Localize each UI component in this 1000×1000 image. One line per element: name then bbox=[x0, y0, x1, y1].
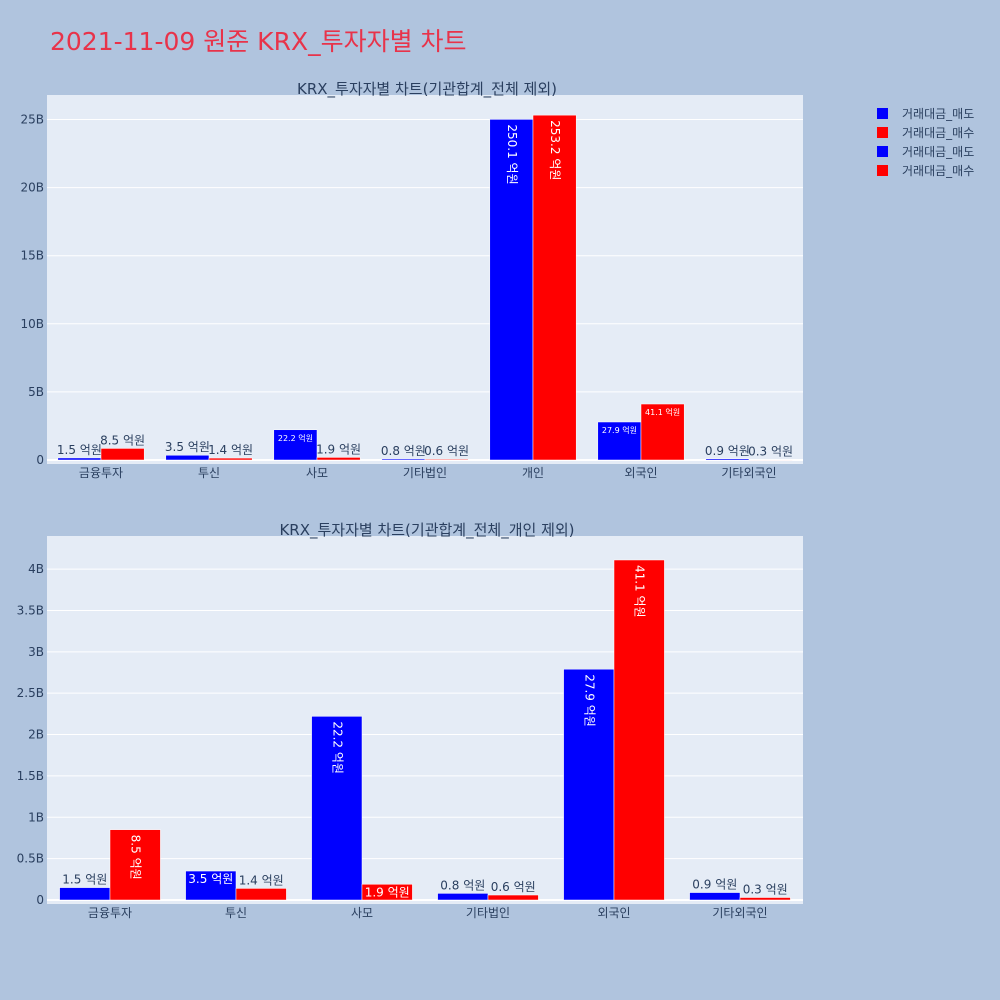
bar-data-label: 3.5 억원 bbox=[165, 440, 210, 454]
bar bbox=[487, 894, 539, 901]
bar-data-label: 0.8 억원 bbox=[381, 444, 426, 458]
chart-title: KRX_투자자별 차트(기관합계_전체 제외) bbox=[297, 80, 557, 99]
x-tick-label: 외국인 bbox=[624, 466, 657, 480]
y-tick-label: 10B bbox=[20, 317, 44, 331]
plot-background bbox=[47, 536, 803, 904]
chart-panel-2: 0 0.5B 1B 1.5B 2B 2.5B 3B 3.5B 4B KRX_투자자별 차트(기관합… bbox=[17, 521, 803, 920]
bar bbox=[748, 459, 793, 461]
bar bbox=[100, 448, 145, 461]
y-tick-label: 0 bbox=[36, 893, 44, 907]
chart-title: KRX_투자자별 차트(기관합계_전체_개인 제외) bbox=[279, 521, 574, 540]
bar bbox=[185, 870, 237, 901]
y-tick-label: 25B bbox=[20, 113, 44, 127]
bar-data-label: 0.3 억원 bbox=[748, 445, 793, 459]
bar bbox=[424, 458, 469, 461]
bar-data-label: 1.9 억원 bbox=[316, 442, 361, 456]
legend-swatch bbox=[877, 108, 888, 119]
bar-data-label: 1.4 억원 bbox=[208, 443, 253, 457]
bar-data-label: 27.9 억원 bbox=[602, 425, 637, 435]
y-tick-label: 0.5B bbox=[17, 852, 44, 866]
y-tick-label: 2.5B bbox=[17, 686, 44, 700]
bar bbox=[613, 559, 665, 901]
legend-label: 거래대금_매수 bbox=[902, 126, 974, 140]
legend-swatch bbox=[877, 146, 888, 157]
y-tick-label: 3B bbox=[28, 645, 44, 659]
bar bbox=[563, 668, 615, 901]
bar bbox=[316, 457, 361, 461]
legend-swatch bbox=[877, 127, 888, 138]
bar bbox=[437, 893, 489, 901]
x-tick-label: 기타법인 bbox=[403, 466, 447, 480]
bar bbox=[532, 114, 577, 461]
bar-data-label: 0.8 억원 bbox=[440, 878, 485, 892]
bar-data-label: 3.5 억원 bbox=[188, 872, 233, 886]
bar bbox=[640, 403, 685, 461]
y-tick-label: 1.5B bbox=[17, 769, 44, 783]
y-tick-label: 3.5B bbox=[17, 603, 44, 617]
bar bbox=[689, 892, 741, 901]
bar-data-label: 8.5 억원 bbox=[129, 835, 143, 880]
bar-data-label: 0.9 억원 bbox=[705, 444, 750, 458]
bar-data-label: 0.3 억원 bbox=[743, 883, 788, 897]
bar-data-label: 41.1 억원 bbox=[633, 565, 647, 618]
x-tick-label: 기타법인 bbox=[466, 906, 510, 920]
bar bbox=[739, 897, 791, 901]
bar-data-label: 1.5 억원 bbox=[57, 443, 102, 457]
plot-background bbox=[47, 95, 803, 464]
bar-data-label: 250.1 억원 bbox=[505, 124, 519, 184]
y-tick-label: 5B bbox=[28, 385, 44, 399]
x-tick-label: 개인 bbox=[522, 466, 544, 480]
bar bbox=[165, 454, 210, 461]
x-tick-label: 투신 bbox=[198, 466, 220, 480]
legend-label: 거래대금_매도 bbox=[902, 107, 974, 121]
y-tick-label: 20B bbox=[20, 181, 44, 195]
legend-label: 거래대금_매수 bbox=[902, 164, 974, 178]
bar bbox=[597, 421, 642, 461]
chart-panel-1: 0 5B 10B 15B 20B 25B KRX_투자자별 차트(기관합계_전체 제외) 금융… bbox=[20, 80, 803, 480]
bar-data-label: 0.6 억원 bbox=[424, 444, 469, 458]
bar bbox=[489, 119, 534, 461]
legend-swatch bbox=[877, 165, 888, 176]
x-tick-label: 투신 bbox=[225, 906, 247, 920]
bar-data-label: 1.4 억원 bbox=[239, 873, 284, 887]
bar-data-label: 22.2 억원 bbox=[330, 721, 344, 774]
bar bbox=[109, 829, 161, 901]
legend-label: 거래대금_매도 bbox=[902, 145, 974, 159]
y-tick-label: 4B bbox=[28, 562, 44, 576]
x-tick-label: 사모 bbox=[306, 466, 328, 480]
x-tick-label: 기타외국인 bbox=[712, 906, 767, 920]
y-tick-label: 0 bbox=[36, 453, 44, 467]
x-tick-label: 금융투자 bbox=[79, 466, 123, 480]
y-tick-label: 15B bbox=[20, 249, 44, 263]
bar-data-label: 41.1 억원 bbox=[645, 407, 680, 417]
y-tick-label: 2B bbox=[28, 728, 44, 742]
bar bbox=[705, 458, 750, 461]
bar bbox=[381, 458, 426, 461]
bar-data-label: 27.9 억원 bbox=[582, 674, 596, 727]
x-tick-label: 금융투자 bbox=[88, 906, 132, 920]
bar-data-label: 8.5 억원 bbox=[100, 433, 145, 447]
bar-data-label: 0.9 억원 bbox=[692, 878, 737, 892]
bar-data-label: 22.2 억원 bbox=[278, 433, 313, 443]
bar-data-label: 1.5 억원 bbox=[62, 873, 107, 887]
x-tick-label: 기타외국인 bbox=[721, 466, 776, 480]
bar bbox=[59, 887, 111, 901]
x-tick-label: 사모 bbox=[351, 906, 373, 920]
bar bbox=[361, 884, 413, 901]
y-tick-label: 1B bbox=[28, 810, 44, 824]
page-title: 2021-11-09 원준 KRX_투자자별 차트 bbox=[50, 27, 467, 56]
bar bbox=[311, 716, 363, 901]
bar bbox=[273, 429, 318, 461]
bar-data-label: 1.9 억원 bbox=[365, 885, 410, 899]
bar-data-label: 0.6 억원 bbox=[491, 880, 536, 894]
bar bbox=[57, 457, 102, 461]
bar bbox=[208, 457, 253, 461]
x-tick-label: 외국인 bbox=[597, 906, 630, 920]
bar bbox=[235, 888, 287, 901]
bar-data-label: 253.2 억원 bbox=[548, 120, 562, 180]
